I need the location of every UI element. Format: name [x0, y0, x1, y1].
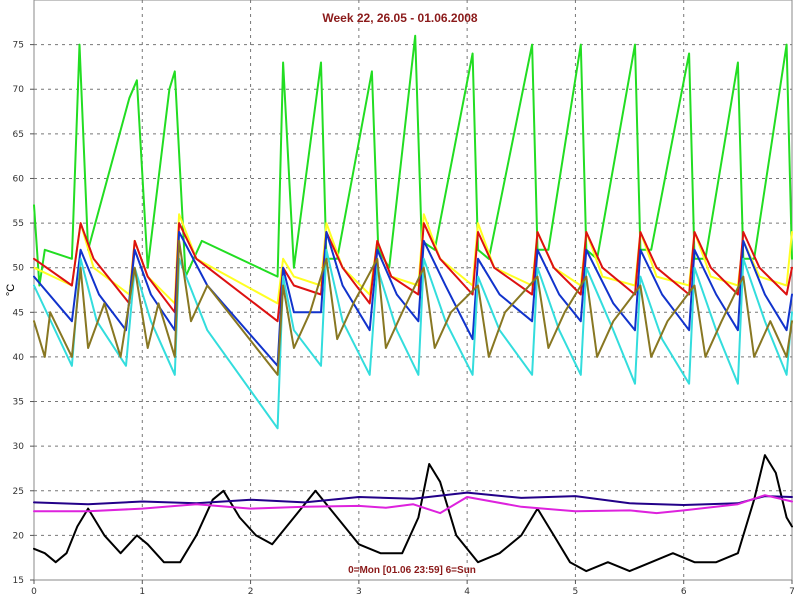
x-tick-label: 2 [248, 587, 254, 597]
y-axis-label: °C [5, 284, 17, 296]
x-tick-label: 7 [789, 587, 795, 597]
y-tick-label: 60 [13, 174, 25, 184]
y-tick-label: 40 [13, 353, 25, 363]
series-line-9 [33, 494, 793, 515]
y-tick-label: 35 [13, 398, 24, 408]
y-tick-label: 55 [13, 219, 24, 229]
y-tick-label: 30 [13, 442, 25, 452]
y-tick-label: 15 [13, 576, 24, 586]
series-line-7 [33, 454, 793, 573]
x-tick-label: 1 [139, 587, 145, 597]
chart-title: Week 22, 26.05 - 01.06.2008 [322, 11, 478, 25]
y-tick-label: 20 [13, 531, 25, 541]
y-tick-label: 65 [13, 130, 24, 140]
series-line-8 [33, 491, 793, 506]
y-tick-label: 75 [13, 41, 24, 51]
x-tick-label: 6 [681, 587, 687, 597]
series-line-5 [33, 248, 793, 430]
series-line-3 [33, 222, 793, 323]
series-lines [33, 34, 793, 573]
y-tick-label: 25 [13, 487, 24, 497]
y-tick-label: 45 [13, 308, 24, 318]
x-tick-label: 4 [464, 587, 470, 597]
series-line-6 [33, 239, 793, 376]
y-tick-label: 50 [13, 264, 25, 274]
y-tick-label: 70 [13, 85, 25, 95]
x-tick-label: 5 [573, 587, 579, 597]
x-tick-label: 0 [31, 587, 37, 597]
series-line-4 [33, 231, 793, 367]
x-axis-label: 0=Mon [01.06 23:59] 6=Sun [348, 565, 476, 576]
series-line-1 [33, 34, 793, 287]
x-tick-label: 3 [356, 587, 362, 597]
